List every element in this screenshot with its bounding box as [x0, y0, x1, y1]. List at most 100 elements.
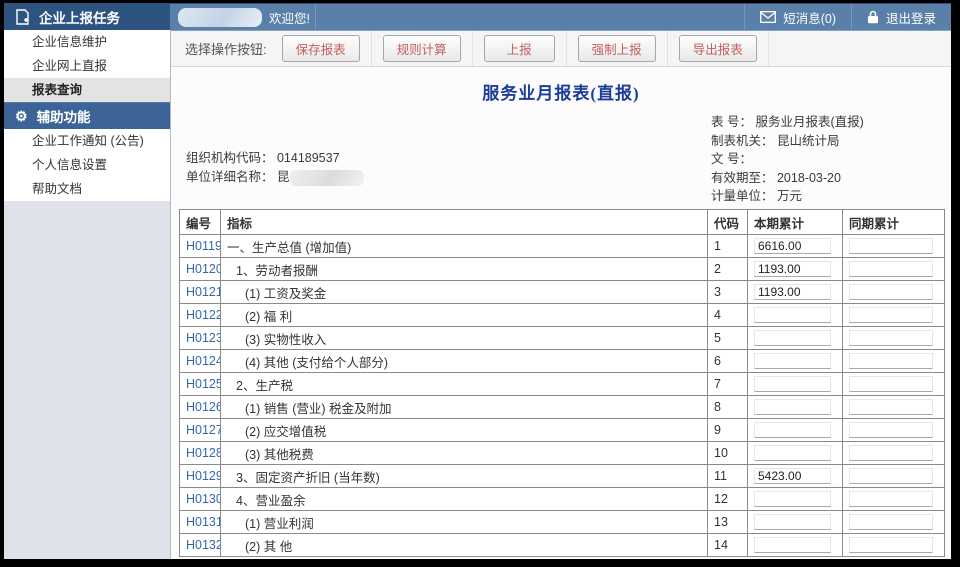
- current-period-input[interactable]: [754, 422, 832, 438]
- submit-button[interactable]: 上报: [483, 35, 555, 62]
- previous-period-input[interactable]: [849, 422, 933, 438]
- lock-icon: [867, 10, 878, 24]
- indicator-label: 4、营业盈余: [220, 487, 708, 511]
- indicator-label: 1、劳动者报酬: [220, 257, 708, 281]
- current-period-input[interactable]: [754, 330, 832, 346]
- meta-form-no: 表 号： 服务业月报表(直报): [711, 115, 864, 129]
- table-row: H0121 (1) 工资及奖金 3: [179, 280, 945, 304]
- current-period-input[interactable]: [754, 399, 832, 415]
- indicator-label: (1) 销售 (营业) 税金及附加: [220, 395, 708, 419]
- indicator-label: (3) 实物性收入: [220, 326, 708, 350]
- previous-period-input[interactable]: [849, 399, 933, 415]
- previous-period-input[interactable]: [849, 330, 933, 346]
- messages-button[interactable]: 短消息(0): [744, 4, 851, 30]
- main-panel: 选择操作按钮: 保存报表 规则计算 上报 强制上报 导出报表 服务业月报表(直报…: [171, 30, 951, 559]
- row-code-number: 11: [707, 464, 748, 488]
- row-code-number: 5: [707, 326, 748, 350]
- current-period-input[interactable]: [754, 537, 832, 553]
- table-row: H0128 (3) 其他税费 10: [179, 441, 945, 465]
- envelope-icon: [760, 11, 777, 23]
- indicator-label: 3、固定资产折旧 (当年数): [220, 464, 708, 488]
- app-title-header: 企业上报任务: [4, 4, 170, 30]
- row-code-link[interactable]: H0132: [186, 538, 221, 552]
- current-period-input[interactable]: [754, 445, 832, 461]
- row-code-link[interactable]: H0131: [186, 515, 221, 529]
- table-row: H0129 3、固定资产折旧 (当年数) 11: [179, 464, 945, 488]
- username-redacted: [178, 7, 262, 27]
- table-row: H0123 (3) 实物性收入 5: [179, 326, 945, 350]
- previous-period-input[interactable]: [849, 491, 933, 507]
- row-code-link[interactable]: H0127: [186, 423, 221, 437]
- row-code-number: 4: [707, 303, 748, 327]
- indicator-label: (3) 其他税费: [220, 441, 708, 465]
- toolbar: 选择操作按钮: 保存报表 规则计算 上报 强制上报 导出报表: [171, 30, 951, 67]
- row-code-link[interactable]: H0122: [186, 308, 221, 322]
- current-period-input[interactable]: [754, 307, 832, 323]
- row-code-number: 6: [707, 349, 748, 373]
- current-period-input[interactable]: [754, 491, 832, 507]
- indicator-label: 一、生产总值 (增加值): [220, 234, 708, 258]
- document-plus-icon: [16, 9, 29, 25]
- previous-period-input[interactable]: [849, 353, 933, 369]
- previous-period-input[interactable]: [849, 376, 933, 392]
- current-period-input[interactable]: [754, 468, 832, 484]
- row-code-number: 7: [707, 372, 748, 396]
- row-code-link[interactable]: H0128: [186, 446, 221, 460]
- previous-period-input[interactable]: [849, 537, 933, 553]
- report-meta-right: 表 号： 服务业月报表(直报) 制表机关： 昆山统计局 文 号： 有效期至： 2…: [711, 113, 864, 206]
- save-report-button[interactable]: 保存报表: [281, 35, 360, 62]
- previous-period-input[interactable]: [849, 468, 933, 484]
- force-submit-button[interactable]: 强制上报: [577, 35, 656, 62]
- export-report-button[interactable]: 导出报表: [678, 35, 757, 62]
- sidebar-item-enterprise-info[interactable]: 企业信息维护: [4, 30, 170, 54]
- sidebar-section-aux[interactable]: ⚙ 辅助功能: [4, 102, 170, 129]
- row-code-number: 10: [707, 441, 748, 465]
- current-period-input[interactable]: [754, 514, 832, 530]
- row-code-link[interactable]: H0124: [186, 354, 221, 368]
- meta-valid-until: 有效期至： 2018-03-20: [711, 170, 841, 185]
- previous-period-input[interactable]: [849, 238, 933, 254]
- current-period-input[interactable]: [754, 238, 832, 254]
- rule-calc-button[interactable]: 规则计算: [382, 35, 461, 62]
- row-code-link[interactable]: H0123: [186, 331, 221, 345]
- indicator-label: 2、生产税: [220, 372, 708, 396]
- sidebar-item-online-report[interactable]: 企业网上直报: [4, 54, 170, 78]
- table-row: H0131 (1) 营业利润 13: [179, 510, 945, 534]
- previous-period-input[interactable]: [849, 261, 933, 277]
- toolbar-label: 选择操作按钮:: [185, 42, 267, 57]
- sidebar-item-report-query[interactable]: 报表查询: [4, 78, 170, 102]
- welcome-text: 欢迎您!: [269, 11, 310, 26]
- current-period-input[interactable]: [754, 353, 832, 369]
- indicator-label: (1) 营业利润: [220, 510, 708, 534]
- indicator-label: (1) 工资及奖金: [220, 280, 708, 304]
- row-code-link[interactable]: H0130: [186, 492, 221, 506]
- row-code-link[interactable]: H0125: [186, 377, 221, 391]
- row-code-number: 13: [707, 510, 748, 534]
- row-code-number: 2: [707, 257, 748, 281]
- previous-period-input[interactable]: [849, 284, 933, 300]
- row-code-link[interactable]: H0121: [186, 285, 221, 299]
- table-header-row: 编号 指标 代码 本期累计 同期累计: [179, 209, 945, 235]
- table-row: H0127 (2) 应交增值税 9: [179, 418, 945, 442]
- row-code-link[interactable]: H0126: [186, 400, 221, 414]
- meta-org-code: 组织机构代码： 014189537: [186, 151, 340, 165]
- indicator-label: (2) 其 他: [220, 533, 708, 557]
- previous-period-input[interactable]: [849, 514, 933, 530]
- welcome-area: 欢迎您!: [170, 4, 316, 30]
- previous-period-input[interactable]: [849, 307, 933, 323]
- sidebar-item-help-docs[interactable]: 帮助文档: [4, 177, 170, 201]
- logout-button[interactable]: 退出登录: [850, 4, 951, 30]
- sidebar-item-work-notice[interactable]: 企业工作通知 (公告): [4, 129, 170, 153]
- previous-period-input[interactable]: [849, 445, 933, 461]
- current-period-input[interactable]: [754, 261, 832, 277]
- sidebar-item-personal-settings[interactable]: 个人信息设置: [4, 153, 170, 177]
- row-code-link[interactable]: H0119: [186, 239, 221, 253]
- row-code-link[interactable]: H0120: [186, 262, 221, 276]
- current-period-input[interactable]: [754, 284, 832, 300]
- row-code-link[interactable]: H0129: [186, 469, 221, 483]
- current-period-input[interactable]: [754, 376, 832, 392]
- indicator-label: (2) 应交增值税: [220, 418, 708, 442]
